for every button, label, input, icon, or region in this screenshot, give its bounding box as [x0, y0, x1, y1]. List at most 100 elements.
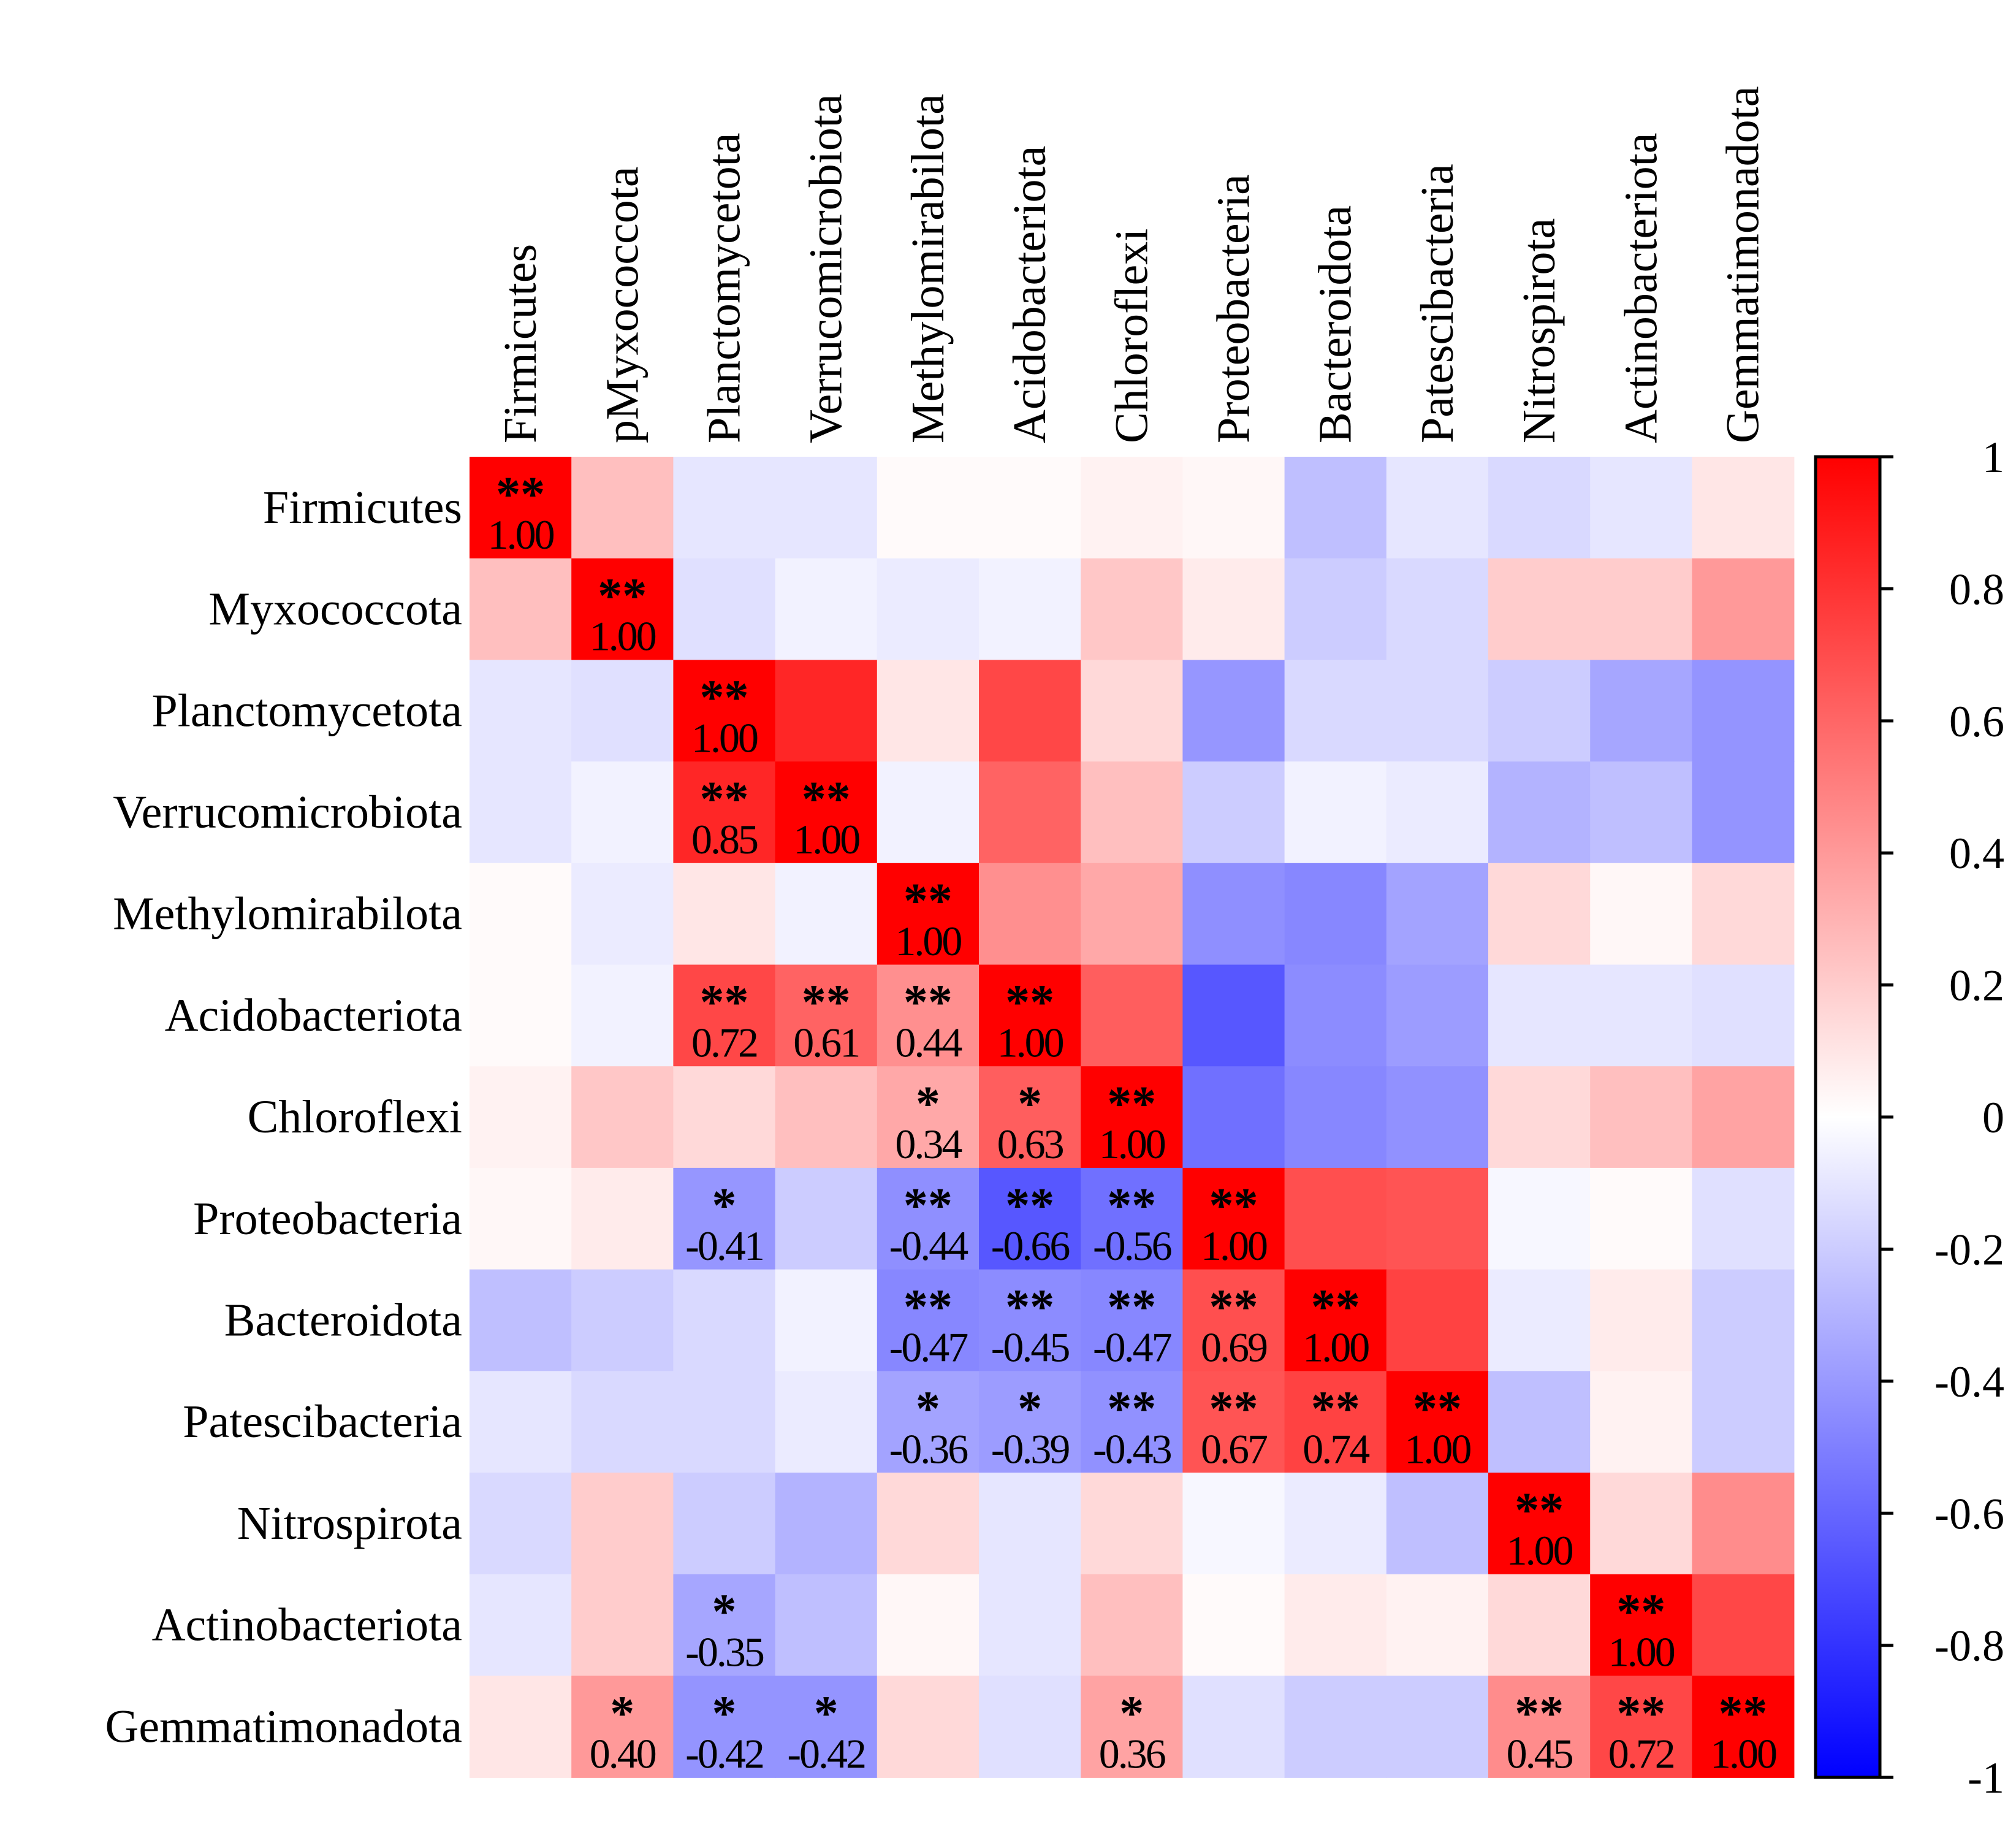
correlation-label: 1.00	[1303, 1324, 1369, 1371]
row-label: Verrucomicrobiota	[113, 787, 462, 838]
heatmap-cell	[571, 660, 674, 762]
correlation-label: 0.67	[1201, 1425, 1268, 1472]
heatmap-cell	[1386, 761, 1489, 864]
heatmap-cell	[1386, 1066, 1489, 1169]
significance-marker: **	[802, 976, 851, 1030]
significance-marker: **	[1515, 1484, 1564, 1538]
heatmap-cell	[1081, 558, 1184, 661]
significance-marker: **	[1107, 1382, 1156, 1436]
heatmap-cell	[979, 1574, 1081, 1677]
heatmap-cell	[673, 1066, 776, 1169]
heatmap-cell	[1081, 1473, 1184, 1575]
heatmap-cell	[1182, 863, 1285, 966]
heatmap-cell	[1692, 1574, 1795, 1677]
heatmap-cell	[571, 1371, 674, 1473]
significance-marker: *	[712, 1687, 737, 1741]
heatmap-cell	[1590, 660, 1693, 762]
heatmap-cell	[1386, 660, 1489, 762]
correlation-label: -0.43	[1093, 1425, 1171, 1472]
heatmap-cell	[1284, 1066, 1387, 1169]
heatmap-cell	[877, 1269, 979, 1372]
heatmap-cell	[1386, 457, 1489, 559]
correlation-label: -0.35	[685, 1629, 764, 1676]
heatmap-cell	[1182, 1066, 1285, 1169]
heatmap-cell	[877, 457, 979, 559]
heatmap-cells	[470, 457, 1795, 1778]
significance-marker: *	[916, 1382, 940, 1436]
significance-marker: **	[1005, 976, 1054, 1030]
row-label: Bacteroidota	[224, 1294, 462, 1346]
heatmap-cell	[1081, 1066, 1184, 1169]
colorbar-tick-label: 1	[1982, 433, 2004, 482]
heatmap-cell	[1284, 964, 1387, 1067]
heatmap-cell	[1590, 863, 1693, 966]
significance-marker: *	[916, 1077, 940, 1131]
significance-marker: **	[1719, 1687, 1768, 1741]
significance-marker: **	[1413, 1382, 1462, 1436]
row-label: Firmicutes	[263, 482, 462, 533]
cell-annotations: **1.00**1.00**1.00**0.85**1.00**1.00**0.…	[488, 468, 1778, 1777]
significance-marker: **	[1311, 1281, 1360, 1335]
correlation-label: 1.00	[1099, 1121, 1165, 1167]
heatmap-cell	[571, 761, 674, 864]
significance-marker: **	[903, 976, 953, 1030]
heatmap-cell	[1182, 761, 1285, 864]
heatmap-cell	[1081, 964, 1184, 1067]
row-label: Nitrospirota	[237, 1498, 462, 1549]
heatmap-cell	[979, 1371, 1081, 1473]
heatmap-cell	[1590, 457, 1693, 559]
significance-marker: **	[1616, 1585, 1665, 1639]
heatmap-cell	[1590, 1676, 1693, 1778]
heatmap-cell	[1386, 1167, 1489, 1270]
heatmap-cell	[1488, 1269, 1591, 1372]
colorbar-tick-label: -0.8	[1934, 1622, 2004, 1671]
heatmap-cell	[571, 964, 674, 1067]
heatmap-cell	[775, 1574, 878, 1677]
row-label: Planctomycetota	[151, 685, 462, 736]
heatmap-cell	[1081, 761, 1184, 864]
column-label: Planctomycetota	[699, 132, 750, 443]
heatmap-cell	[979, 1269, 1081, 1372]
heatmap-cell	[571, 1066, 674, 1169]
heatmap-cell	[979, 660, 1081, 762]
row-label: Methylomirabilota	[113, 888, 462, 940]
heatmap-cell	[1488, 660, 1591, 762]
heatmap-cell	[1692, 1269, 1795, 1372]
heatmap-cell	[775, 1269, 878, 1372]
heatmap-cell	[673, 1269, 776, 1372]
heatmap-cell	[571, 457, 674, 559]
correlation-label: -0.39	[991, 1425, 1070, 1472]
row-labels: Firmicutes Myxococcota Planctomycetota Verr…	[105, 482, 462, 1752]
heatmap-cell	[1488, 761, 1591, 864]
heatmap-cell	[470, 1269, 572, 1372]
significance-marker: **	[1005, 1281, 1054, 1335]
heatmap-cell	[877, 761, 979, 864]
heatmap-cell	[1081, 660, 1184, 762]
correlation-label: 0.63	[997, 1121, 1063, 1167]
heatmap-cell	[1386, 964, 1489, 1067]
significance-marker: *	[814, 1687, 839, 1741]
heatmap-cell	[877, 964, 979, 1067]
column-label: Methylomirabilota	[902, 94, 954, 443]
heatmap-cell	[673, 863, 776, 966]
heatmap-cell	[1284, 1269, 1387, 1372]
column-label: Firmicutes	[495, 244, 546, 443]
heatmap-cell	[877, 863, 979, 966]
heatmap-cell	[775, 761, 878, 864]
column-label: Bacteroidota	[1310, 205, 1361, 443]
heatmap-cell	[775, 863, 878, 966]
heatmap-cell	[1081, 1167, 1184, 1270]
heatmap-cell	[1692, 558, 1795, 661]
correlation-label: 1.00	[895, 918, 961, 964]
heatmap-cell	[673, 1371, 776, 1473]
heatmap-cell	[1386, 1676, 1489, 1778]
heatmap-cell	[979, 1676, 1081, 1778]
heatmap-cell	[877, 1066, 979, 1169]
heatmap-cell	[1590, 761, 1693, 864]
significance-marker: **	[1209, 1179, 1258, 1233]
heatmap-cell	[1284, 558, 1387, 661]
correlation-label: 0.36	[1099, 1730, 1165, 1777]
correlation-label: -0.47	[889, 1324, 968, 1371]
colorbar-tick-label: 0.6	[1949, 697, 2004, 746]
correlation-label: -0.66	[991, 1222, 1070, 1269]
